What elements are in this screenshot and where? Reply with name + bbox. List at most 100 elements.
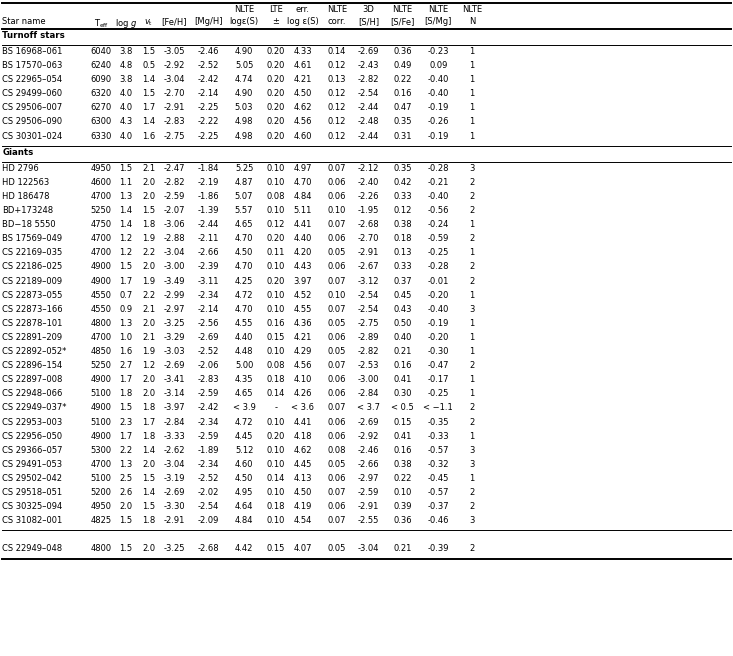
Text: 4.13: 4.13	[293, 474, 312, 483]
Text: 5100: 5100	[91, 474, 111, 483]
Text: 0.10: 0.10	[328, 206, 347, 215]
Text: 4.56: 4.56	[293, 117, 312, 127]
Text: 0.10: 0.10	[266, 488, 285, 497]
Text: 5250: 5250	[91, 206, 111, 215]
Text: 0.06: 0.06	[328, 474, 347, 483]
Text: 2.7: 2.7	[119, 361, 133, 370]
Text: -3.41: -3.41	[163, 375, 185, 384]
Text: -2.42: -2.42	[197, 403, 219, 413]
Text: 2.1: 2.1	[142, 163, 155, 173]
Text: -2.07: -2.07	[163, 206, 185, 215]
Text: 0.15: 0.15	[266, 544, 285, 554]
Text: -2.97: -2.97	[163, 304, 185, 314]
Text: -2.40: -2.40	[358, 178, 380, 187]
Text: 0.07: 0.07	[328, 163, 347, 173]
Text: -2.66: -2.66	[197, 248, 219, 257]
Text: < 3.9: < 3.9	[232, 403, 256, 413]
Text: -2.48: -2.48	[358, 117, 380, 127]
Text: -: -	[274, 403, 277, 413]
Text: -0.24: -0.24	[427, 220, 449, 229]
Text: err.: err.	[295, 5, 310, 14]
Text: 0.31: 0.31	[393, 131, 412, 140]
Text: -2.82: -2.82	[358, 347, 380, 356]
Text: logε(S): logε(S)	[229, 17, 259, 26]
Text: CS 22896–154: CS 22896–154	[2, 361, 62, 370]
Text: 1: 1	[469, 248, 475, 257]
Text: CS 22956–050: CS 22956–050	[2, 432, 62, 441]
Text: 6270: 6270	[91, 103, 111, 112]
Text: -2.46: -2.46	[197, 47, 219, 56]
Text: CS 29506–007: CS 29506–007	[2, 103, 62, 112]
Text: Giants: Giants	[2, 148, 34, 157]
Text: -2.84: -2.84	[358, 389, 380, 398]
Text: 4.19: 4.19	[293, 502, 312, 511]
Text: 1.6: 1.6	[142, 131, 155, 140]
Text: -2.69: -2.69	[197, 333, 219, 342]
Text: 4.0: 4.0	[119, 89, 133, 98]
Text: 0.12: 0.12	[328, 117, 347, 127]
Text: 4.50: 4.50	[235, 474, 254, 483]
Text: -2.91: -2.91	[163, 516, 185, 525]
Text: 1.4: 1.4	[142, 488, 155, 497]
Text: [S/Fe]: [S/Fe]	[390, 17, 415, 26]
Text: CS 22878–101: CS 22878–101	[2, 319, 62, 328]
Text: 0.09: 0.09	[429, 61, 448, 70]
Text: 1.5: 1.5	[142, 89, 155, 98]
Text: 0.06: 0.06	[328, 417, 347, 426]
Text: 0.07: 0.07	[328, 276, 347, 285]
Text: 1: 1	[469, 474, 475, 483]
Text: 4.3: 4.3	[119, 117, 133, 127]
Text: 0.20: 0.20	[266, 432, 285, 441]
Text: 0.10: 0.10	[266, 347, 285, 356]
Text: 4550: 4550	[91, 291, 111, 300]
Text: 4.33: 4.33	[293, 47, 312, 56]
Text: 0.13: 0.13	[393, 248, 412, 257]
Text: -1.39: -1.39	[197, 206, 219, 215]
Text: 0.06: 0.06	[328, 432, 347, 441]
Text: 0.07: 0.07	[328, 220, 347, 229]
Text: 2: 2	[469, 192, 475, 201]
Text: [S/Mg]: [S/Mg]	[424, 17, 452, 26]
Text: 0.43: 0.43	[393, 304, 412, 314]
Text: 3: 3	[469, 516, 475, 525]
Text: CS 22186–025: CS 22186–025	[2, 262, 62, 272]
Text: 0.10: 0.10	[266, 417, 285, 426]
Text: 4600: 4600	[91, 178, 111, 187]
Text: 1.5: 1.5	[119, 262, 133, 272]
Text: 4.65: 4.65	[235, 220, 254, 229]
Text: 0.16: 0.16	[393, 445, 412, 455]
Text: -0.23: -0.23	[427, 47, 449, 56]
Text: 0.18: 0.18	[393, 234, 412, 243]
Text: 2: 2	[469, 262, 475, 272]
Text: 3.8: 3.8	[119, 47, 133, 56]
Text: 1: 1	[469, 375, 475, 384]
Text: 4.41: 4.41	[293, 417, 312, 426]
Text: 2.1: 2.1	[142, 304, 155, 314]
Text: 4900: 4900	[91, 375, 111, 384]
Text: -2.44: -2.44	[197, 220, 219, 229]
Text: 4.65: 4.65	[235, 389, 254, 398]
Text: CS 30301–024: CS 30301–024	[2, 131, 62, 140]
Text: 4.8: 4.8	[119, 61, 133, 70]
Text: 4.0: 4.0	[119, 103, 133, 112]
Text: CS 22189–009: CS 22189–009	[2, 276, 62, 285]
Text: 0.06: 0.06	[328, 234, 347, 243]
Text: -2.59: -2.59	[163, 192, 185, 201]
Text: 4.70: 4.70	[235, 234, 254, 243]
Text: 0.05: 0.05	[328, 347, 347, 356]
Text: 1.4: 1.4	[142, 75, 155, 84]
Text: 0.49: 0.49	[393, 61, 412, 70]
Text: NLTE: NLTE	[462, 5, 482, 14]
Text: 2.2: 2.2	[142, 248, 155, 257]
Text: 4.18: 4.18	[293, 432, 312, 441]
Text: 2.6: 2.6	[119, 488, 133, 497]
Text: 1.3: 1.3	[119, 319, 133, 328]
Text: 4.64: 4.64	[235, 502, 254, 511]
Text: < 3.6: < 3.6	[291, 403, 314, 413]
Text: 1.5: 1.5	[119, 516, 133, 525]
Text: 2.2: 2.2	[119, 445, 133, 455]
Text: 0.21: 0.21	[393, 544, 412, 554]
Text: 0.41: 0.41	[393, 432, 412, 441]
Text: 0.15: 0.15	[266, 333, 285, 342]
Text: 2: 2	[469, 502, 475, 511]
